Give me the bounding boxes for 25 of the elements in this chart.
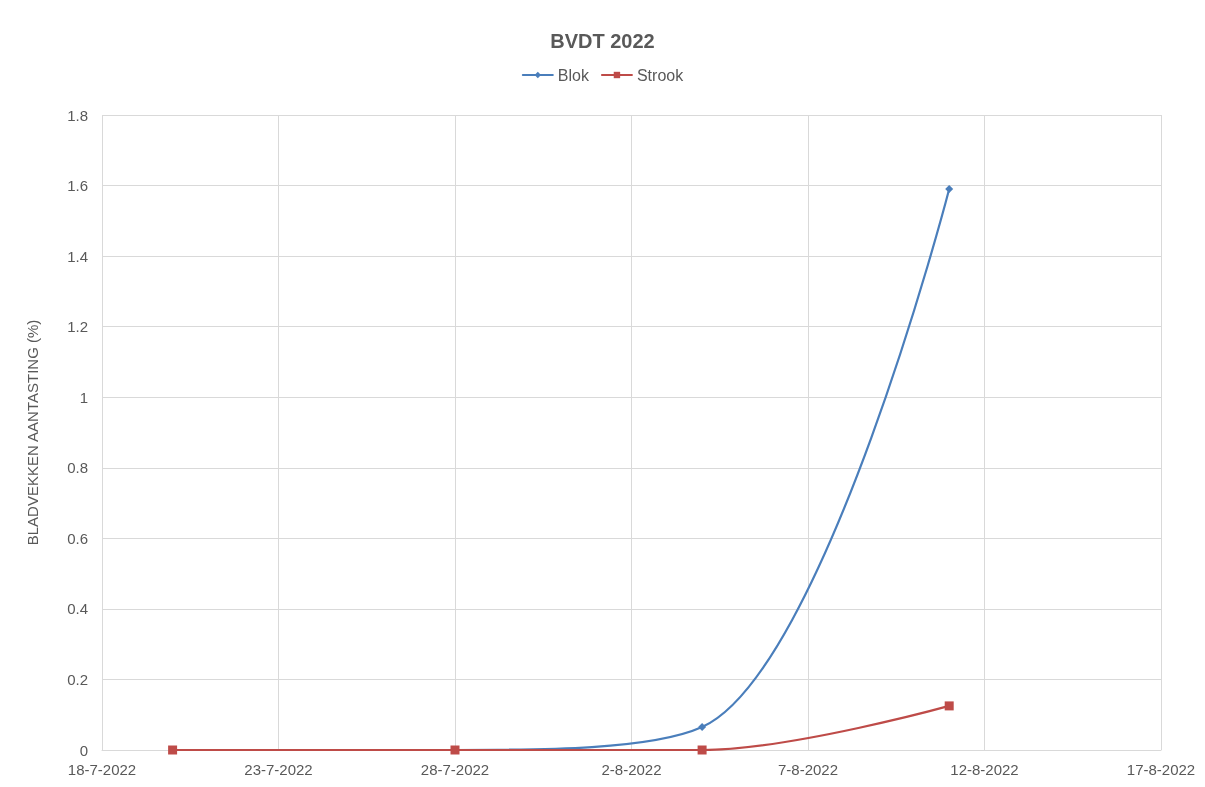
x-tick-label: 17-8-2022 (1126, 761, 1196, 778)
y-tick-label: 1.6 (67, 177, 88, 195)
y-tick-label: 1.8 (67, 106, 88, 124)
y-tick-label: 1.4 (67, 247, 88, 265)
x-tick-label: 2-8-2022 (601, 761, 662, 778)
y-tick-label: 0 (79, 741, 88, 759)
legend-label: Strook (636, 66, 685, 84)
x-tick-label: 23-7-2022 (244, 761, 313, 778)
y-tick-label: 0.8 (67, 459, 88, 477)
point (698, 723, 707, 732)
point (944, 701, 954, 711)
x-tick-label: 28-7-2022 (420, 761, 490, 778)
y-tick-label: 0.6 (67, 529, 88, 547)
y-tick-label: 0.4 (67, 600, 88, 618)
y-axis-title: BLADVEKKEN AANTASTING (%) (24, 319, 41, 546)
legend-label: Blok (557, 66, 590, 84)
x-tick-label: 12-8-2022 (950, 761, 1019, 778)
y-tick-label: 0.2 (67, 670, 88, 688)
point (697, 745, 707, 755)
y-tick-label: 1.2 (67, 318, 88, 336)
chart-title: BVDT 2022 (550, 30, 655, 52)
x-tick-label: 18-7-2022 (67, 761, 137, 778)
point (945, 185, 954, 194)
y-tick-label: 1 (79, 388, 88, 406)
x-tick-label: 7-8-2022 (777, 761, 839, 778)
